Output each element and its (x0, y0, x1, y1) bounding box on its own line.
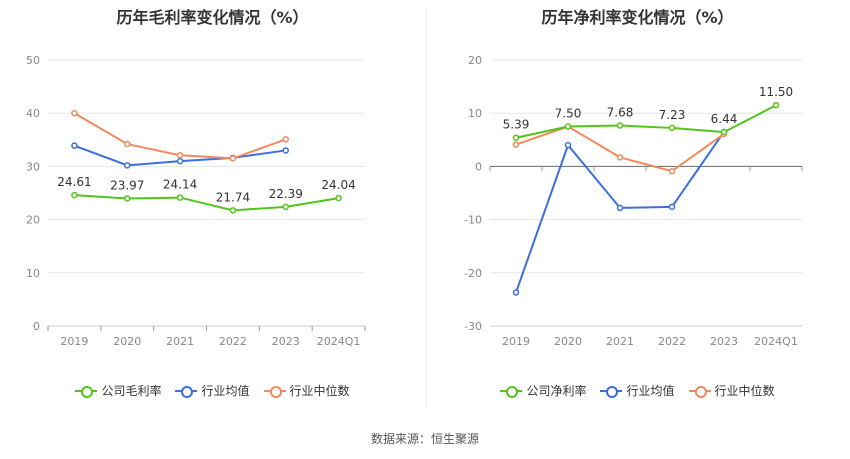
data-label: 24.61 (57, 175, 91, 189)
data-point-industry_median (282, 136, 289, 143)
data-point-industry_avg (512, 289, 520, 296)
y-tick-label: 10 (26, 267, 40, 280)
legend-swatch-icon (75, 385, 98, 398)
legend-item-company[interactable]: 公司净利率 (500, 382, 586, 399)
legend-label: 公司净利率 (526, 384, 587, 398)
x-tick-label: 2024Q1 (317, 335, 361, 348)
data-label: 7.50 (555, 107, 582, 121)
legend-item-industry_avg[interactable]: 行业均值 (600, 382, 675, 399)
data-point-company (772, 101, 780, 109)
y-tick-label: 0 (33, 320, 40, 333)
net-margin-plot: -30 -20 -10 0 10 20 2019 2020 2021 2022 2023 2024Q1… (464, 54, 803, 348)
series-line-industry_median (515, 125, 725, 173)
legend-label: 行业均值 (626, 384, 675, 398)
data-point-industry_avg (668, 203, 676, 211)
gross-margin-plot: 0 10 20 30 40 50 2019 2020 2021 2022 2023 2024Q1 24.… (26, 54, 366, 348)
legend-swatch-icon (175, 385, 198, 398)
series-line-industry_median (73, 112, 287, 160)
y-tick-label: -10 (464, 214, 482, 227)
data-point-company (512, 134, 520, 141)
data-point-industry_avg (564, 141, 572, 149)
y-tick-label: 20 (26, 214, 40, 227)
series-line-company (515, 104, 777, 139)
data-source: 数据来源：恒生聚源 (370, 432, 479, 446)
legend-label: 行业均值 (201, 384, 250, 398)
x-tick-label: 2022 (658, 335, 686, 348)
legend-swatch-icon (688, 385, 711, 398)
x-tick-label: 2022 (219, 335, 247, 348)
chart-divider (426, 8, 427, 408)
data-point-company (282, 203, 289, 211)
y-tick-label: 0 (475, 160, 482, 173)
x-tick-label: 2019 (502, 335, 530, 348)
legend-label: 行业中位数 (714, 384, 775, 398)
chart-title: 历年净利率变化情况（%） (541, 8, 734, 27)
data-point-company (229, 207, 237, 214)
data-point-industry_median (512, 141, 520, 148)
legend-swatch-icon (263, 385, 286, 398)
y-tick-label: -30 (464, 320, 482, 333)
data-point-industry_avg (176, 157, 184, 165)
data-point-industry_median (229, 155, 237, 162)
chart-legend: 公司净利率 行业均值 行业中位数 (425, 382, 850, 399)
legend-label: 公司毛利率 (101, 384, 162, 398)
x-tick-label: 2020 (554, 335, 582, 348)
data-label: 24.04 (321, 178, 355, 192)
y-tick-label: -20 (464, 267, 482, 280)
data-point-company (176, 194, 184, 201)
series-line-company (74, 194, 339, 212)
data-label: 21.74 (216, 190, 250, 204)
x-tick-label: 2023 (710, 335, 738, 348)
chart-legend: 公司毛利率 行业均值 行业中位数 (0, 382, 425, 399)
legend-item-industry_median[interactable]: 行业中位数 (688, 382, 775, 399)
y-tick-label: 50 (26, 54, 40, 67)
data-point-industry_median (616, 154, 624, 161)
data-point-company (616, 122, 624, 129)
data-point-industry_avg (124, 162, 131, 169)
data-label: 23.97 (110, 178, 144, 192)
x-tick-label: 2021 (606, 335, 634, 348)
data-label: 7.68 (607, 106, 634, 120)
y-tick-label: 20 (468, 54, 482, 67)
x-tick-label: 2021 (166, 335, 194, 348)
data-point-industry_avg (616, 204, 624, 212)
y-tick-label: 40 (26, 107, 40, 120)
legend-label: 行业中位数 (289, 384, 350, 398)
data-label: 22.39 (269, 187, 303, 201)
legend-item-industry_median[interactable]: 行业中位数 (263, 382, 350, 399)
data-label: 5.39 (503, 118, 530, 132)
data-point-company (124, 195, 131, 202)
y-tick-label: 10 (468, 107, 482, 120)
data-point-company (720, 128, 728, 136)
data-point-company (335, 194, 342, 202)
data-point-company (71, 191, 78, 199)
y-tick-label: 30 (26, 160, 40, 173)
x-tick-label: 2024Q1 (754, 335, 798, 348)
data-point-industry_median (71, 109, 78, 117)
data-label: 11.50 (759, 85, 793, 99)
legend-swatch-icon (600, 385, 623, 398)
legend-swatch-icon (500, 385, 523, 398)
data-point-industry_avg (282, 147, 289, 154)
x-tick-label: 2020 (113, 335, 141, 348)
data-point-industry_median (668, 167, 676, 175)
legend-item-company[interactable]: 公司毛利率 (75, 382, 161, 399)
data-point-industry_avg (71, 142, 78, 149)
data-point-company (564, 123, 572, 130)
chart-title: 历年毛利率变化情况（%） (116, 8, 309, 27)
data-point-company (668, 124, 676, 132)
data-point-industry_median (124, 140, 131, 148)
legend-item-industry_avg[interactable]: 行业均值 (175, 382, 250, 399)
data-point-industry_median (176, 151, 184, 159)
x-tick-label: 2019 (60, 335, 88, 348)
data-label: 7.23 (659, 108, 686, 122)
x-tick-label: 2023 (272, 335, 300, 348)
gross-margin-chart: 历年毛利率变化情况（%） 0 10 20 30 40 50 2019 2020 2021 2022… (0, 0, 425, 420)
data-label: 6.44 (711, 112, 738, 126)
data-label: 24.14 (163, 178, 197, 192)
net-margin-chart: 历年净利率变化情况（%） -30 -20 -10 0 10 20 2019 2020 2021 2… (425, 0, 850, 420)
